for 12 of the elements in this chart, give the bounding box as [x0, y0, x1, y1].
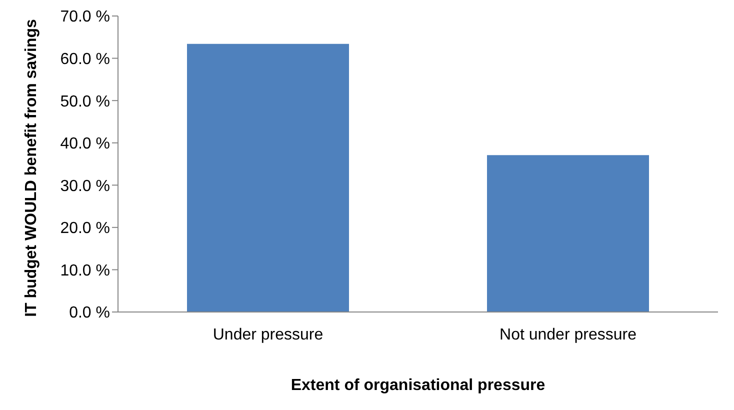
y-tick-label: 10.0 %: [60, 262, 110, 280]
y-tick-label: 30.0 %: [60, 178, 110, 195]
x-axis-title: Extent of organisational pressure: [290, 377, 546, 394]
x-tick-label: Not under pressure: [500, 326, 637, 344]
y-tick-label: 70.0 %: [60, 8, 110, 26]
y-tick-label: 50.0 %: [60, 93, 110, 110]
y-tick-label: 0.0 %: [69, 304, 110, 322]
y-axis-title: IT budget WOULD benefit from savings: [22, 18, 41, 318]
y-tick-label: 60.0 %: [60, 50, 110, 68]
y-tick-label: 20.0 %: [60, 220, 110, 238]
y-tick-label: 40.0 %: [60, 136, 110, 153]
x-tick-label: Under pressure: [212, 326, 324, 344]
